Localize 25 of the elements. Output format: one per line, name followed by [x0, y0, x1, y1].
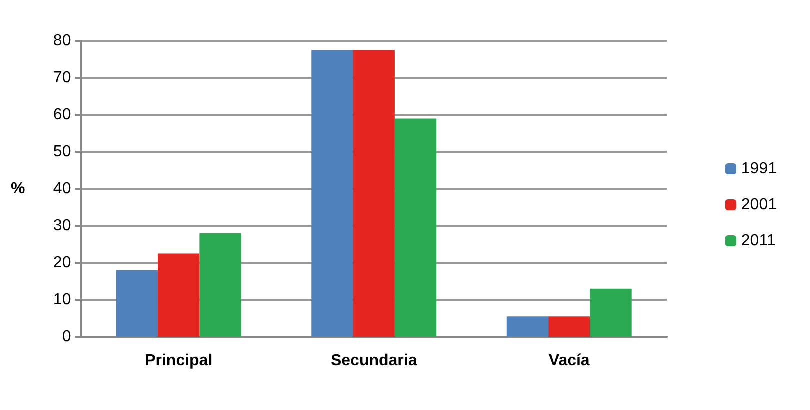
bar	[548, 316, 590, 337]
bar	[506, 316, 549, 337]
bar	[158, 254, 200, 337]
y-tick-label: 60	[53, 106, 72, 124]
y-tick-label: 80	[53, 32, 72, 50]
x-tick-label: Principal	[145, 352, 213, 370]
legend-label: 2011	[741, 232, 776, 250]
bar	[590, 288, 632, 337]
bar	[116, 270, 158, 337]
y-tick-label: 40	[53, 180, 72, 198]
x-tick-label: Vacía	[548, 352, 590, 370]
y-axis-title: %	[10, 180, 26, 198]
bar	[394, 118, 437, 337]
legend-label: 1991	[741, 160, 778, 178]
bar	[353, 50, 395, 337]
y-tick-label: 50	[53, 144, 72, 160]
y-tick-label: 30	[53, 218, 72, 234]
y-tick-label: 20	[53, 254, 72, 272]
y-tick-label: 10	[53, 292, 72, 308]
x-tick-label: Secundaria	[330, 352, 418, 370]
y-tick-label: 70	[53, 70, 72, 86]
bar	[312, 50, 354, 337]
legend-label: 2001	[741, 196, 778, 214]
bar	[200, 233, 242, 337]
y-tick-label: 0	[62, 328, 72, 346]
